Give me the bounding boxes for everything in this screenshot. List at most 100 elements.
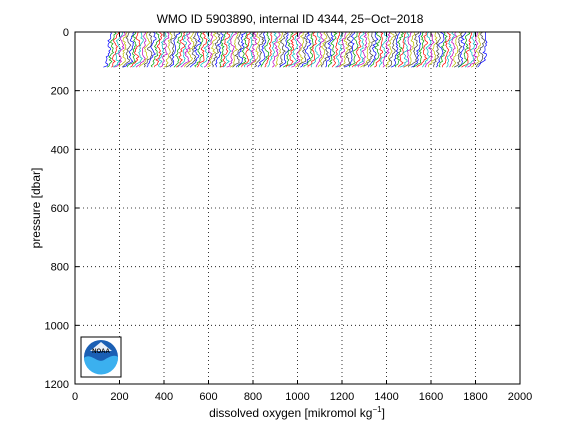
profile-line-29: [194, 31, 204, 68]
profile-line-98: [411, 31, 422, 68]
profile-line-87: [378, 31, 388, 68]
profile-line-51: [264, 31, 273, 68]
profile-line-92: [394, 31, 405, 68]
profile-line-101: [422, 31, 432, 68]
x-axis-label: dissolved oxygen [mikromol kg−1]: [209, 405, 385, 420]
profile-line-17: [158, 31, 167, 68]
y-tick-label-600: 600: [51, 203, 69, 215]
profile-line-77: [344, 31, 355, 68]
profile-line-58: [285, 31, 297, 68]
profile-line-56: [279, 31, 289, 68]
y-tick-label-1200: 1200: [45, 379, 69, 391]
x-tick-label-2000: 2000: [508, 391, 532, 403]
profile-line-57: [282, 31, 294, 68]
x-tick-label-600: 600: [199, 391, 217, 403]
x-tick-label-200: 200: [110, 391, 128, 403]
profile-line-82: [360, 31, 371, 68]
profile-line-111: [453, 31, 464, 68]
profile-line-35: [214, 31, 224, 68]
profile-line-36: [219, 31, 227, 68]
profile-line-32: [203, 32, 214, 68]
profile-line-103: [427, 31, 438, 68]
profile-line-112: [457, 31, 467, 68]
profile-line-25: [180, 31, 192, 68]
y-axis-ticks: 0 200 400 600 800 1000 1200: [45, 27, 520, 391]
profile-line-83: [363, 31, 376, 68]
profile-line-61: [295, 31, 306, 68]
profile-line-95: [403, 31, 412, 68]
profile-line-63: [300, 31, 312, 68]
profile-line-118: [475, 31, 486, 68]
profile-line-65: [307, 31, 317, 68]
profile-line-72: [331, 31, 341, 68]
profile-line-52: [267, 31, 278, 68]
profile-line-34: [211, 31, 221, 68]
profile-line-18: [159, 31, 170, 68]
profile-line-2: [111, 31, 119, 68]
profile-line-115: [464, 31, 476, 68]
profile-line-88: [382, 31, 391, 68]
chart-title: WMO ID 5903890, internal ID 4344, 25−Oct…: [157, 12, 424, 26]
profile-line-75: [339, 31, 350, 68]
profile-line-6: [121, 31, 132, 68]
profile-line-71: [327, 31, 338, 68]
x-tick-label-1600: 1600: [419, 391, 443, 403]
profile-line-8: [126, 31, 137, 68]
profile-line-28: [189, 31, 201, 68]
profile-line-21: [169, 31, 181, 68]
profile-line-33: [206, 31, 218, 68]
profile-line-42: [235, 31, 246, 68]
profile-line-116: [467, 31, 479, 68]
profile-line-24: [177, 31, 188, 68]
x-tick-label-1800: 1800: [463, 391, 487, 403]
profile-line-113: [458, 31, 471, 68]
profile-line-0: [103, 31, 112, 68]
profile-line-97: [408, 31, 420, 68]
profile-line-1: [106, 31, 117, 68]
profile-line-53: [272, 32, 281, 68]
profile-line-66: [310, 31, 322, 68]
profile-line-94: [399, 31, 410, 68]
profile-line-79: [351, 31, 363, 68]
y-tick-label-800: 800: [51, 262, 69, 274]
profile-line-7: [122, 31, 136, 68]
profile-line-23: [176, 31, 186, 68]
x-axis-label-main: dissolved oxygen [mikromol kg: [209, 406, 372, 420]
profile-line-99: [413, 31, 425, 68]
profile-line-27: [186, 31, 198, 68]
profile-line-105: [435, 31, 445, 68]
profile-line-59: [288, 31, 299, 68]
profile-line-37: [220, 31, 231, 68]
profile-line-3: [112, 31, 124, 68]
profile-line-55: [279, 31, 288, 68]
y-tick-label-0: 0: [63, 27, 69, 39]
profile-line-93: [398, 31, 406, 68]
profile-line-89: [385, 31, 395, 68]
profile-line-9: [130, 31, 141, 68]
x-axis-label-end: ]: [382, 406, 385, 420]
profile-line-16: [154, 31, 163, 68]
profile-line-117: [470, 31, 482, 68]
profile-line-68: [317, 31, 328, 68]
profile-line-60: [291, 31, 303, 68]
profile-line-74: [336, 31, 347, 68]
profile-line-62: [298, 31, 309, 68]
profile-line-19: [163, 31, 173, 68]
noaa-logo-text: NOAA: [92, 349, 110, 355]
profile-line-12: [138, 31, 151, 68]
profile-line-102: [424, 31, 435, 68]
profile-line-107: [442, 31, 451, 68]
profile-line-73: [335, 31, 344, 68]
profile-line-50: [260, 31, 271, 68]
x-tick-label-1000: 1000: [285, 391, 309, 403]
x-tick-label-800: 800: [244, 391, 262, 403]
profile-line-22: [173, 31, 182, 68]
profile-line-43: [237, 31, 248, 68]
x-axis-label-exponent: −1: [372, 405, 382, 414]
profile-line-100: [416, 31, 428, 68]
x-tick-label-1400: 1400: [374, 391, 398, 403]
profile-line-39: [226, 31, 238, 68]
profile-line-108: [446, 31, 455, 68]
profile-line-47: [251, 32, 261, 68]
